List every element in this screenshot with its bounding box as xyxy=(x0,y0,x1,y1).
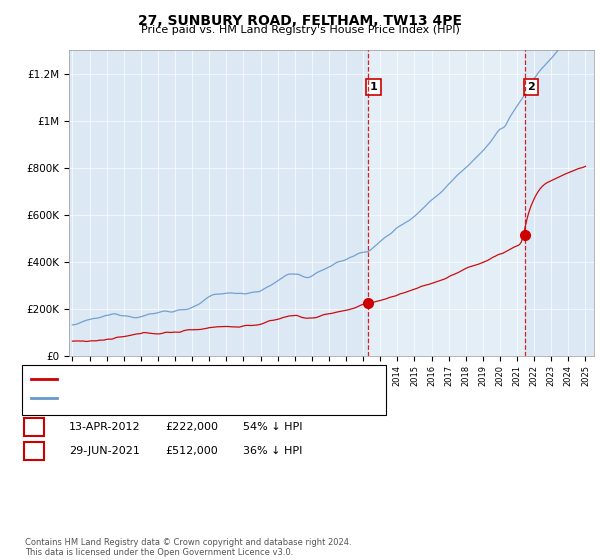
Text: 1: 1 xyxy=(31,422,38,432)
Text: 27, SUNBURY ROAD, FELTHAM, TW13 4PE: 27, SUNBURY ROAD, FELTHAM, TW13 4PE xyxy=(138,14,462,28)
Text: Contains HM Land Registry data © Crown copyright and database right 2024.
This d: Contains HM Land Registry data © Crown c… xyxy=(25,538,352,557)
Text: HPI: Average price, detached house, Hounslow: HPI: Average price, detached house, Houn… xyxy=(63,393,296,403)
Text: £222,000: £222,000 xyxy=(165,422,218,432)
Text: 27, SUNBURY ROAD, FELTHAM, TW13 4PE (detached house): 27, SUNBURY ROAD, FELTHAM, TW13 4PE (det… xyxy=(63,374,361,384)
Text: 13-APR-2012: 13-APR-2012 xyxy=(69,422,140,432)
Text: 54% ↓ HPI: 54% ↓ HPI xyxy=(243,422,302,432)
Text: 36% ↓ HPI: 36% ↓ HPI xyxy=(243,446,302,456)
Bar xyxy=(368,50,526,356)
Text: Price paid vs. HM Land Registry's House Price Index (HPI): Price paid vs. HM Land Registry's House … xyxy=(140,25,460,35)
Text: 29-JUN-2021: 29-JUN-2021 xyxy=(69,446,140,456)
Text: £512,000: £512,000 xyxy=(165,446,218,456)
Text: 1: 1 xyxy=(370,82,377,92)
Text: 2: 2 xyxy=(31,446,38,456)
Text: 2: 2 xyxy=(527,82,535,92)
